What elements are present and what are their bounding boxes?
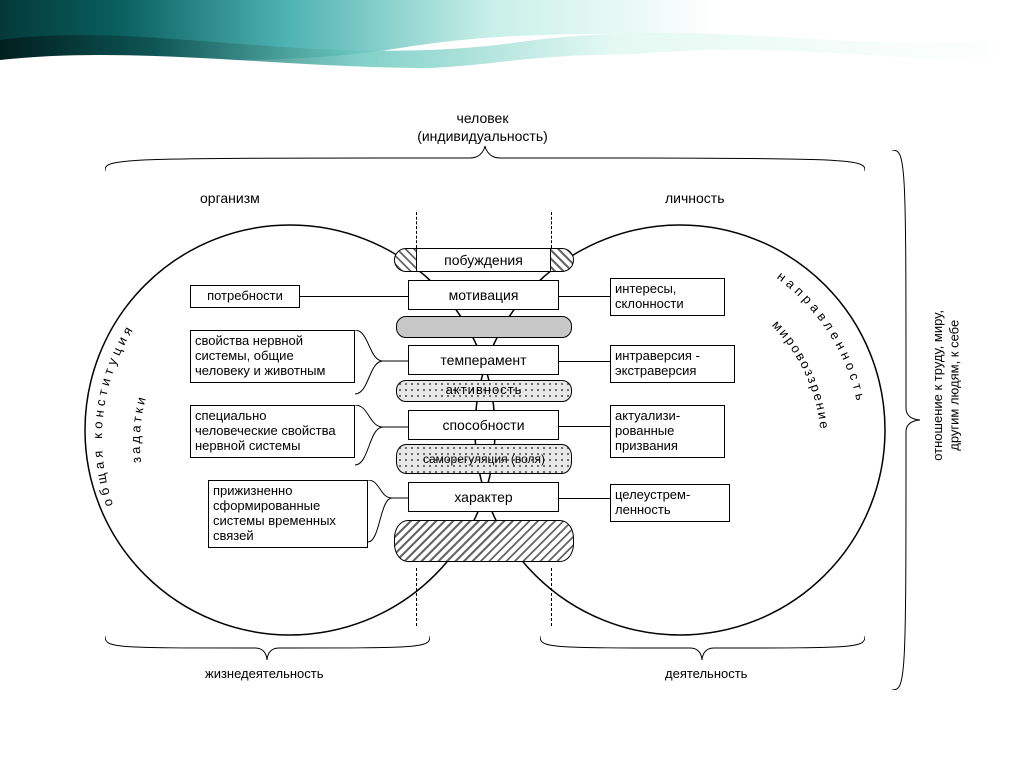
dash-tr [551, 212, 552, 248]
center-3: темперамент [408, 345, 559, 375]
leftbox-3: прижизненно сформированные системы време… [208, 480, 368, 548]
bottom-brace-left [105, 636, 430, 662]
brace-l1 [355, 330, 410, 400]
bottom-left: жизнедеятельность [205, 666, 324, 682]
between-2 [396, 316, 572, 338]
leftbox-0: потребности [190, 285, 300, 308]
side-text: отношение к труду, миру, другим людям, к… [930, 310, 963, 461]
leftbox-1: свойства нервной системы, общие человеку… [190, 330, 355, 383]
bottom-brace-right [540, 636, 865, 662]
conn-r2 [559, 426, 610, 427]
dash-bl [416, 568, 417, 626]
header-wave [0, 0, 1024, 95]
rightbox-1: интраверсия - экстраверсия [610, 345, 735, 383]
center-5: способности [408, 410, 559, 440]
conn-r3 [559, 498, 610, 499]
rightbox-0: интересы, склонности [610, 278, 725, 316]
conn-r1 [559, 361, 610, 362]
bottom-right: деятельность [665, 666, 747, 682]
brace-l3 [368, 480, 410, 548]
title-line1: человек [0, 110, 965, 128]
between-6: саморегуляция (воля) [396, 444, 572, 474]
center-0: побуждения [416, 248, 551, 272]
dash-br [551, 568, 552, 626]
dash-tl [416, 212, 417, 248]
center-1: мотивация [408, 280, 559, 310]
center-7: характер [408, 482, 559, 512]
rightbox-2: актуализи- рованные призвания [610, 405, 725, 458]
brace-l2 [355, 405, 410, 471]
conn-r0 [559, 296, 610, 297]
between-8 [394, 520, 574, 562]
side-brace [892, 150, 922, 690]
leftbox-2: специально человеческие свойства нервной… [190, 405, 355, 458]
top-brace [105, 146, 865, 174]
center-4-label: активность [396, 382, 572, 398]
rightbox-3: целеустрем- ленность [610, 484, 730, 522]
title-line2: (индивидуальность) [0, 128, 965, 146]
conn-l0 [300, 296, 408, 297]
